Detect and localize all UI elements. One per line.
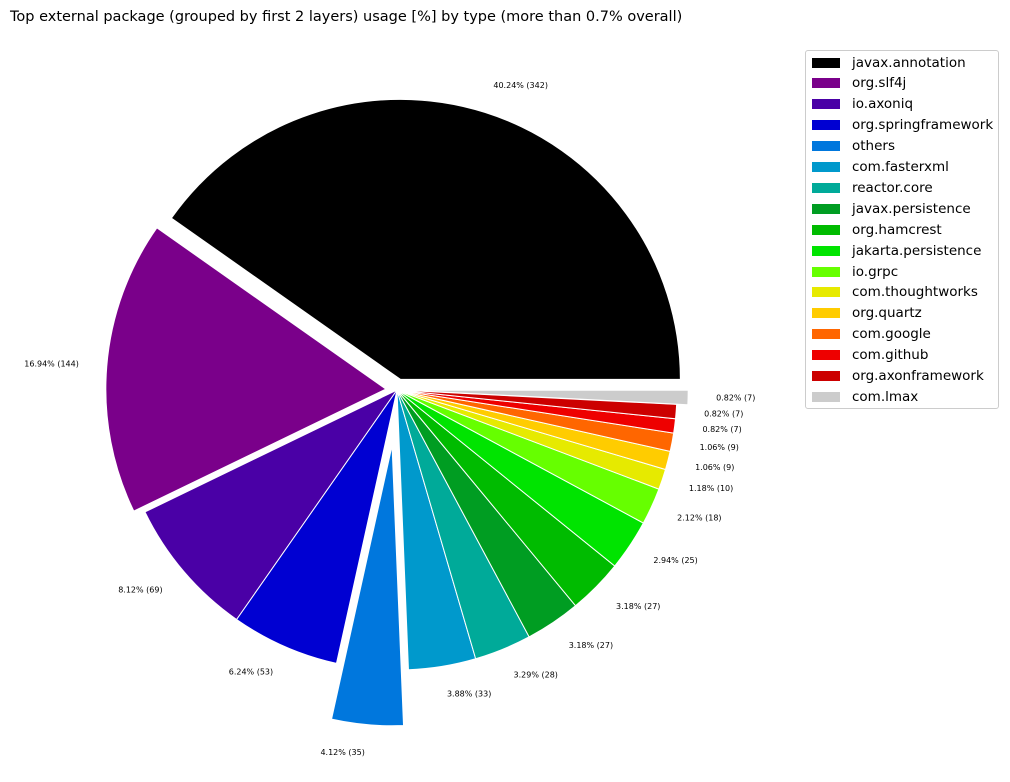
legend-swatch — [812, 182, 840, 193]
legend-item-com-github: com.github — [806, 345, 928, 366]
legend-swatch — [812, 371, 840, 381]
pie-slice-io-axoniq — [144, 388, 399, 621]
legend-swatch — [812, 78, 840, 89]
legend-item-com-fasterxml: com.fasterxml — [806, 157, 949, 178]
legend-item-com-lmax: com.lmax — [806, 386, 918, 407]
legend-label: org.quartz — [852, 305, 922, 322]
legend-swatch — [812, 350, 840, 361]
pie-slices — [105, 98, 689, 727]
legend-swatch — [812, 141, 840, 152]
slice-label-io-grpc: 2.12% (18) — [677, 513, 721, 522]
slice-label-reactor-core: 3.29% (28) — [514, 671, 558, 680]
slice-label-com-thoughtworks: 1.18% (10) — [689, 484, 733, 493]
slice-label-javax-annotation: 40.24% (342) — [493, 81, 548, 90]
pie-slice-org-springframework — [235, 389, 398, 664]
pie-slice-com-lmax — [408, 389, 689, 406]
legend-swatch — [812, 308, 840, 319]
legend-label: com.google — [852, 326, 931, 343]
slice-label-io-axoniq: 8.12% (69) — [118, 585, 162, 594]
legend-item-org-slf4j: org.slf4j — [806, 73, 906, 94]
slice-label-com-lmax: 0.82% (7) — [716, 394, 755, 403]
legend-item-javax-annotation: javax.annotation — [806, 52, 966, 73]
pie-slice-others — [330, 445, 405, 727]
legend-label: org.axonframework — [852, 368, 984, 384]
legend-swatch — [812, 287, 840, 298]
legend-label: javax.persistence — [852, 200, 971, 217]
slice-label-com-google: 1.06% (9) — [700, 443, 739, 452]
legend-label: io.grpc — [852, 263, 899, 280]
chart-legend: javax.annotation org.slf4j io.axoniq org.sp… — [805, 50, 999, 409]
legend-label: reactor.core — [852, 179, 933, 196]
legend-item-org-axonframework: org.axonframework — [806, 366, 984, 387]
legend-swatch — [812, 391, 840, 402]
legend-swatch — [812, 266, 840, 277]
legend-item-com-thoughtworks: com.thoughtworks — [806, 282, 978, 303]
legend-swatch — [812, 120, 840, 131]
legend-swatch — [812, 203, 840, 214]
legend-item-org-hamcrest: org.hamcrest — [806, 219, 942, 240]
pie-slice-javax-annotation — [170, 98, 681, 380]
legend-label: org.slf4j — [852, 75, 907, 92]
legend-swatch — [812, 57, 840, 68]
slice-label-org-quartz: 1.06% (9) — [695, 463, 734, 472]
legend-swatch — [812, 99, 840, 110]
slice-label-com-fasterxml: 3.88% (33) — [447, 689, 491, 698]
legend-swatch — [812, 245, 840, 256]
legend-label: com.lmax — [852, 388, 919, 405]
legend-label: com.thoughtworks — [852, 284, 978, 301]
legend-swatch — [812, 162, 840, 172]
legend-label: com.github — [852, 347, 929, 364]
legend-label: jakarta.persistence — [852, 242, 982, 259]
slice-label-javax-persistence: 3.18% (27) — [569, 641, 613, 650]
legend-label: javax.annotation — [852, 54, 966, 71]
legend-label: com.fasterxml — [852, 159, 949, 175]
legend-item-com-google: com.google — [806, 324, 931, 345]
legend-item-jakarta-persistence: jakarta.persistence — [806, 240, 981, 261]
slice-label-org-slf4j: 16.94% (144) — [24, 360, 79, 369]
slice-label-org-hamcrest: 3.18% (27) — [616, 602, 660, 611]
legend-label: org.hamcrest — [852, 221, 942, 238]
chart-title: Top external package (grouped by first 2… — [10, 9, 683, 25]
slice-label-com-github: 0.82% (7) — [702, 425, 741, 434]
pie-slice-org-slf4j — [105, 227, 387, 512]
legend-item-reactor-core: reactor.core — [806, 177, 933, 198]
legend-item-io-grpc: io.grpc — [806, 261, 898, 282]
legend-swatch — [812, 329, 840, 340]
legend-label: others — [852, 138, 895, 155]
slice-label-org-springframework: 6.24% (53) — [229, 667, 273, 676]
legend-label: io.axoniq — [852, 96, 914, 113]
legend-item-org-quartz: org.quartz — [806, 303, 922, 324]
slice-label-org-axonframework: 0.82% (7) — [704, 409, 743, 418]
legend-item-others: others — [806, 136, 895, 157]
legend-swatch — [812, 224, 840, 235]
legend-item-io-axoniq: io.axoniq — [806, 94, 913, 115]
slice-label-others: 4.12% (35) — [320, 748, 364, 757]
legend-label: org.springframework — [852, 117, 994, 134]
legend-item-javax-persistence: javax.persistence — [806, 198, 971, 219]
slice-label-jakarta-persistence: 2.94% (25) — [653, 556, 697, 565]
pie-slice-labels: 40.24% (342) 16.94% (144) 8.12% (69) 6.24% … — [24, 81, 755, 757]
legend-item-org-springframework: org.springframework — [806, 115, 993, 136]
